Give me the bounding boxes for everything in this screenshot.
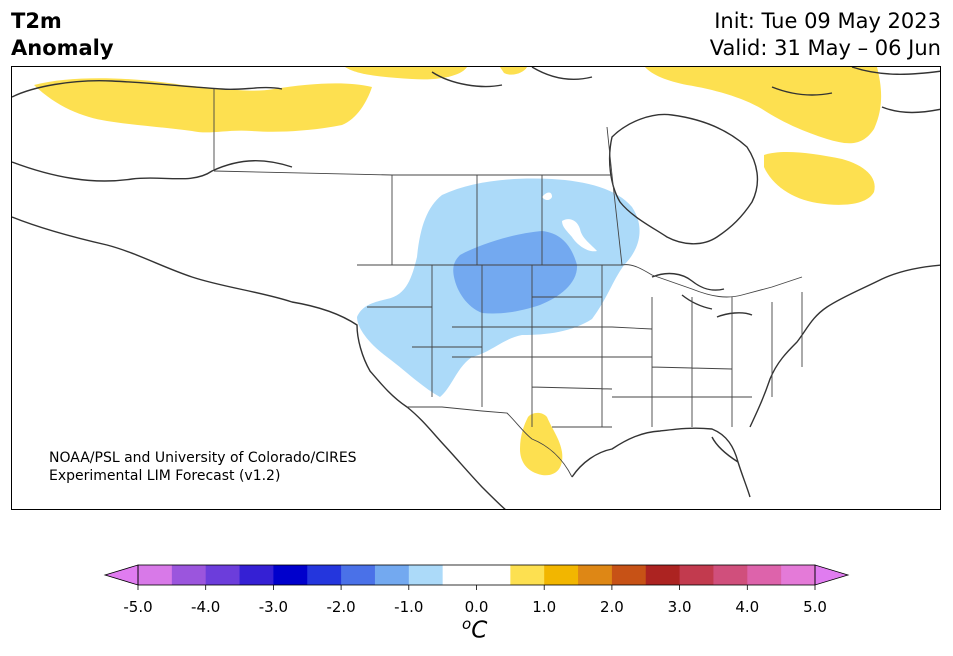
map-svg xyxy=(12,67,940,509)
colorbar-tick-label: -1.0 xyxy=(394,598,424,616)
lake-hole-b xyxy=(562,219,597,252)
canada-province-lines xyxy=(213,126,623,266)
colorbar-cell xyxy=(273,565,308,585)
colorbar-cell xyxy=(544,565,579,585)
init-date: Init: Tue 09 May 2023 xyxy=(714,9,941,33)
title-line-anomaly: Anomaly xyxy=(11,36,114,60)
colorbar-cell xyxy=(578,565,613,585)
warm-anomaly-labrador xyxy=(764,152,875,205)
colorbar-cell xyxy=(374,565,410,585)
colorbar-tick-label: 2.0 xyxy=(599,598,624,616)
colorbar-cell xyxy=(645,565,681,585)
coastlines xyxy=(12,67,940,509)
east-coastline xyxy=(749,264,940,428)
warm-anomaly-arctic-strip-a xyxy=(345,67,467,80)
colorbar-cell xyxy=(713,565,748,585)
warm-anomaly-arctic-strip-b xyxy=(500,67,527,75)
warm-anomaly-northern-mexico xyxy=(520,412,563,476)
unit-celsius: C xyxy=(471,617,488,644)
colorbar-tick-label: 3.0 xyxy=(667,598,692,616)
colorbar-under-arrow xyxy=(103,564,139,586)
colorbar-tick-label: -3.0 xyxy=(258,598,289,616)
colorbar-ticks xyxy=(137,585,816,590)
colorbar-cell xyxy=(679,565,714,585)
colorbar-cells xyxy=(138,565,816,585)
canada-us-border xyxy=(357,264,803,298)
colorbar-tick-label: -2.0 xyxy=(326,598,356,616)
forecast-credit: NOAA/PSL and University of Colorado/CIRE… xyxy=(49,449,357,485)
credit-line-org: NOAA/PSL and University of Colorado/CIRE… xyxy=(49,450,357,466)
colorbar-cell xyxy=(611,565,647,585)
warm-anomaly-northwest-canada xyxy=(34,78,372,133)
colorbar-cell xyxy=(747,565,782,585)
colorbar-cell xyxy=(205,565,241,585)
valid-period: Valid: 31 May – 06 Jun xyxy=(709,36,941,60)
hudson-bay-coast xyxy=(608,113,759,245)
us-mexico-border xyxy=(407,406,573,478)
credit-line-product: Experimental LIM Forecast (v1.2) xyxy=(49,468,281,484)
great-lakes xyxy=(651,272,753,318)
colorbar-cell xyxy=(510,565,545,585)
colorbar-tick-label: 1.0 xyxy=(532,598,557,616)
colorbar-cell xyxy=(781,565,816,585)
gulf-coastline xyxy=(571,427,751,498)
colorbar-cell xyxy=(442,565,477,585)
forecast-dates: Init: Tue 09 May 2023 Valid: 31 May – 06… xyxy=(710,8,941,62)
colorbar-cell xyxy=(476,565,511,585)
lake-hole-a xyxy=(542,192,552,200)
title-line-variable: T2m xyxy=(11,9,62,33)
political-borders xyxy=(213,89,803,478)
map-panel: NOAA/PSL and University of Colorado/CIRE… xyxy=(11,66,941,510)
colorbar-cell xyxy=(408,565,444,585)
arctic-islands xyxy=(431,67,940,114)
anomaly-fills xyxy=(34,67,882,476)
west-coastline xyxy=(12,79,506,509)
colorbar-cell xyxy=(138,565,173,585)
colorbar xyxy=(103,564,850,590)
colorbar-cell xyxy=(239,565,274,585)
colorbar-cell xyxy=(341,565,376,585)
colorbar-tick-label: -4.0 xyxy=(191,598,221,616)
colorbar-over-arrow xyxy=(814,564,850,586)
unit-degree-sup: o xyxy=(462,615,472,633)
cool-anomaly-northern-plains-core xyxy=(453,231,578,314)
colorbar-tick-label: 5.0 xyxy=(803,598,827,616)
colorbar-unit: oC xyxy=(462,615,487,644)
colorbar-tick-label: -5.0 xyxy=(123,598,153,616)
colorbar-cell xyxy=(307,565,342,585)
warm-anomaly-hudson-bay xyxy=(645,67,882,144)
colorbar-tick-label: 4.0 xyxy=(735,598,760,616)
colorbar-tick-label: 0.0 xyxy=(464,598,489,616)
colorbar-cell xyxy=(171,565,207,585)
map-title: T2m Anomaly xyxy=(11,8,114,62)
us-state-lines xyxy=(367,265,803,428)
